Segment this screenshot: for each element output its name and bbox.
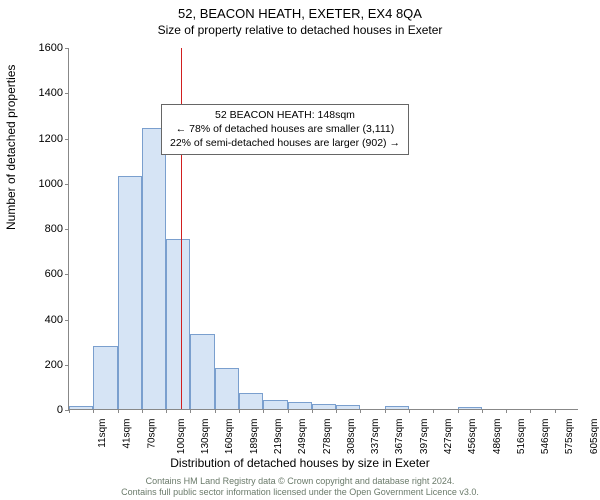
x-tick-mark [433, 409, 434, 413]
x-tick-mark [190, 409, 191, 413]
histogram-bar [93, 346, 117, 409]
x-tick-label: 516sqm [516, 419, 527, 455]
y-tick-mark [65, 365, 69, 366]
y-tick-mark [65, 184, 69, 185]
histogram-bar [288, 402, 312, 409]
histogram-bar [385, 406, 409, 409]
x-tick-label: 575sqm [565, 419, 576, 455]
x-tick-label: 41sqm [122, 419, 133, 449]
x-tick-label: 367sqm [395, 419, 406, 455]
x-tick-label: 100sqm [176, 419, 187, 455]
x-tick-mark [360, 409, 361, 413]
histogram-bar [118, 176, 142, 409]
x-tick-label: 546sqm [540, 419, 551, 455]
x-tick-mark [312, 409, 313, 413]
x-tick-label: 160sqm [225, 419, 236, 455]
x-tick-mark [482, 409, 483, 413]
x-tick-label: 249sqm [297, 419, 308, 455]
histogram-bar [166, 239, 190, 409]
x-tick-mark [458, 409, 459, 413]
y-tick-mark [65, 93, 69, 94]
x-tick-label: 456sqm [467, 419, 478, 455]
x-tick-label: 427sqm [443, 419, 454, 455]
y-axis-label: Number of detached properties [4, 65, 18, 230]
plot-area: 52 BEACON HEATH: 148sqm ← 78% of detache… [68, 48, 578, 410]
annotation-line: ← 78% of detached houses are smaller (3,… [170, 122, 400, 136]
x-tick-mark [118, 409, 119, 413]
x-tick-label: 337sqm [370, 419, 381, 455]
y-tick-mark [65, 139, 69, 140]
footer-attribution: Contains HM Land Registry data © Crown c… [0, 476, 600, 499]
chart-container: 52, BEACON HEATH, EXETER, EX4 8QA Size o… [0, 0, 600, 500]
y-tick-mark [65, 48, 69, 49]
x-tick-mark [409, 409, 410, 413]
histogram-bar [239, 393, 263, 409]
y-tick-mark [65, 320, 69, 321]
annotation-line: 22% of semi-detached houses are larger (… [170, 136, 400, 150]
x-tick-label: 11sqm [97, 419, 108, 448]
x-axis-label: Distribution of detached houses by size … [0, 456, 600, 470]
histogram-bar [69, 406, 93, 409]
x-tick-mark [263, 409, 264, 413]
x-tick-label: 397sqm [419, 419, 430, 455]
histogram-bar [458, 407, 482, 409]
x-tick-mark [530, 409, 531, 413]
histogram-bar [336, 405, 360, 409]
x-tick-mark [142, 409, 143, 413]
x-tick-label: 219sqm [273, 419, 284, 455]
histogram-bar [142, 128, 166, 409]
annotation-box: 52 BEACON HEATH: 148sqm ← 78% of detache… [161, 104, 409, 155]
chart-subtitle: Size of property relative to detached ho… [0, 21, 600, 37]
x-tick-mark [336, 409, 337, 413]
annotation-line: 52 BEACON HEATH: 148sqm [170, 108, 400, 122]
reference-line [181, 48, 182, 409]
x-tick-mark [239, 409, 240, 413]
x-tick-label: 486sqm [492, 419, 503, 455]
x-tick-mark [166, 409, 167, 413]
chart-title: 52, BEACON HEATH, EXETER, EX4 8QA [0, 0, 600, 21]
footer-line: Contains full public sector information … [0, 487, 600, 498]
histogram-bar [312, 404, 336, 409]
x-tick-mark [288, 409, 289, 413]
x-tick-mark [93, 409, 94, 413]
x-tick-label: 130sqm [200, 419, 211, 455]
histogram-bar [215, 368, 239, 409]
histogram-bar [263, 400, 287, 409]
x-tick-mark [385, 409, 386, 413]
x-tick-label: 278sqm [322, 419, 333, 455]
x-tick-mark [555, 409, 556, 413]
x-tick-label: 308sqm [346, 419, 357, 455]
x-tick-label: 70sqm [146, 419, 157, 449]
x-tick-mark [506, 409, 507, 413]
y-tick-mark [65, 229, 69, 230]
histogram-bar [190, 334, 214, 409]
footer-line: Contains HM Land Registry data © Crown c… [0, 476, 600, 487]
x-tick-mark [215, 409, 216, 413]
x-tick-label: 189sqm [249, 419, 260, 455]
x-tick-mark [69, 409, 70, 413]
y-tick-mark [65, 274, 69, 275]
x-tick-label: 605sqm [589, 419, 600, 455]
